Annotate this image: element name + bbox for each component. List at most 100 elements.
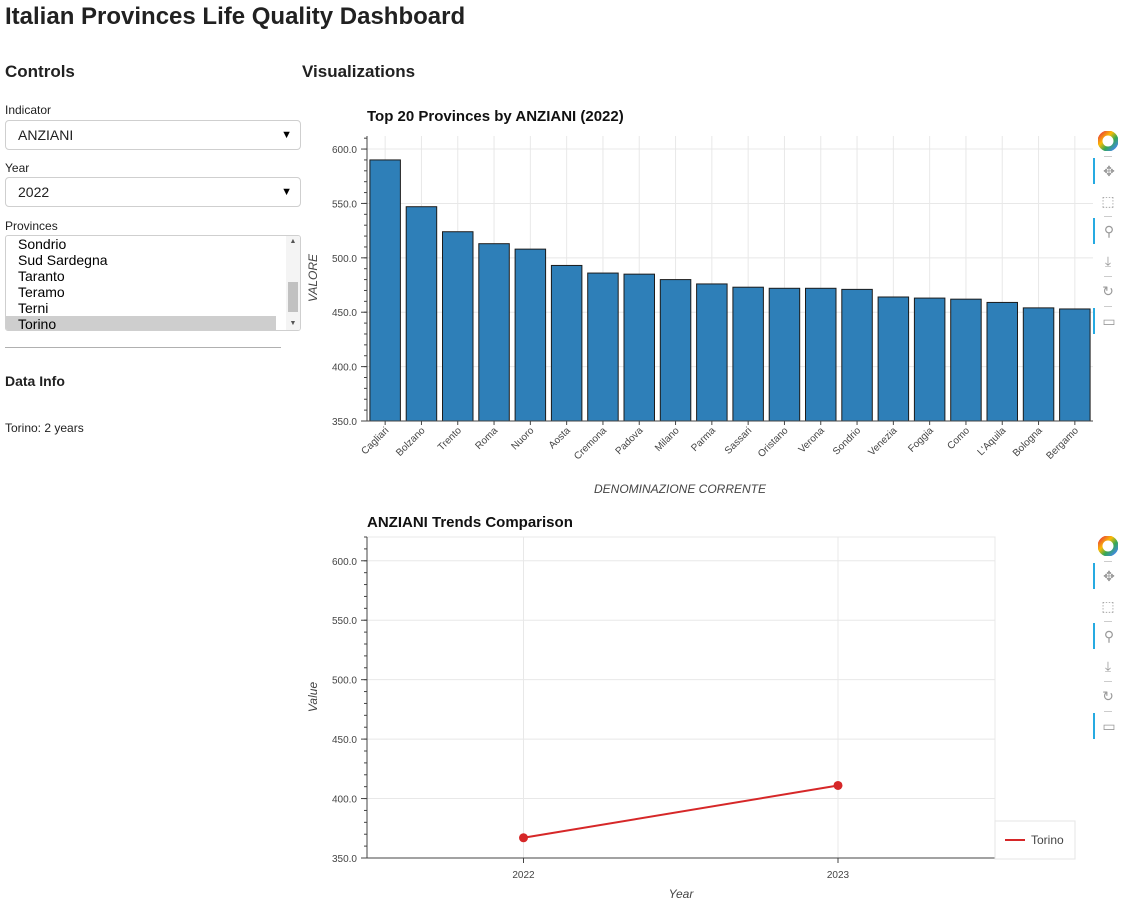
x-tick-label: Trento (436, 425, 464, 453)
plot-area (366, 536, 996, 859)
list-item[interactable]: Teramo (18, 284, 65, 300)
x-tick-label: Verona (797, 425, 827, 455)
bar[interactable] (659, 279, 692, 422)
bokeh-logo-icon[interactable] (1093, 128, 1123, 154)
line-chart[interactable]: Year Value 350.0 400.0 450.0 500.0 550.0 600.… (300, 534, 1090, 904)
x-tick-label: Bolzano (394, 425, 428, 459)
bar[interactable] (913, 297, 946, 422)
x-tick-label: 2022 (512, 870, 535, 881)
bar[interactable] (950, 298, 982, 422)
list-item-selected[interactable]: Torino (6, 316, 276, 330)
controls-heading: Controls (5, 62, 75, 81)
pan-icon[interactable]: ✥ (1093, 158, 1123, 184)
bar[interactable] (841, 288, 873, 422)
bar[interactable] (805, 287, 837, 422)
x-tick-label: Venezia (867, 425, 900, 458)
box-zoom-icon[interactable]: ⬚ (1101, 192, 1115, 209)
save-icon[interactable]: ⤓ (1104, 657, 1112, 674)
x-tick-label: Parma (689, 425, 718, 454)
y-tick-label: 550.0 (332, 199, 357, 210)
y-tick-label: 350.0 (332, 417, 357, 428)
x-tick-label: Padova (614, 425, 646, 457)
data-point[interactable] (519, 833, 528, 843)
x-tick-label: Milano (653, 425, 682, 454)
chevron-down-icon: ▼ (281, 186, 292, 198)
bar[interactable] (442, 231, 474, 422)
provinces-label: Provinces (5, 219, 58, 233)
bar[interactable] (768, 287, 801, 422)
y-tick-label: 350.0 (332, 854, 357, 865)
x-tick-label: L'Aquila (976, 425, 1009, 458)
data-info-text: Torino: 2 years (5, 421, 84, 435)
x-tick-label: Bologna (1011, 425, 1045, 459)
bar[interactable] (369, 159, 401, 422)
line-chart-xlabel: Year (669, 887, 695, 901)
bar[interactable] (405, 206, 438, 422)
y-tick-label: 450.0 (332, 308, 357, 319)
indicator-select[interactable]: ANZIANI ▼ (5, 120, 301, 150)
toolbar-separator (1104, 216, 1112, 217)
bar[interactable] (696, 283, 728, 422)
bokeh-logo-glyph (1098, 131, 1118, 151)
year-select[interactable]: 2022 ▼ (5, 177, 301, 207)
reset-icon[interactable]: ↻ (1102, 282, 1114, 299)
x-tick-label: 2023 (827, 870, 850, 881)
visualizations-heading: Visualizations (302, 62, 416, 81)
hover-icon[interactable]: ▭ (1093, 308, 1123, 334)
scroll-down-icon[interactable]: ▼ (289, 320, 297, 327)
box-zoom-icon[interactable]: ⬚ (1101, 597, 1115, 614)
pan-icon[interactable]: ✥ (1093, 563, 1123, 589)
list-item[interactable]: Sondrio (18, 236, 67, 252)
toolbar-separator (1104, 681, 1112, 682)
bar[interactable] (986, 301, 1018, 422)
x-tick-label: Cagliari (360, 425, 392, 457)
line-chart-toolbar: ✥ ⬚ ⚲ ⤓ ↻ ▭ (1093, 533, 1123, 748)
bar-chart[interactable]: DENOMINAZIONE CORRENTE VALORE 350.0 400.0… (300, 128, 1100, 500)
series-line (523, 784, 839, 839)
y-tick-label: 600.0 (332, 557, 357, 568)
list-item[interactable]: Terni (18, 300, 49, 316)
bar-chart-ylabel: VALORE (306, 253, 320, 302)
legend-label: Torino (1031, 833, 1064, 847)
save-icon[interactable]: ⤓ (1104, 252, 1112, 269)
y-tick-label: 500.0 (332, 254, 357, 265)
bokeh-logo-icon[interactable] (1093, 533, 1123, 559)
bar[interactable] (732, 286, 764, 422)
bar[interactable] (623, 273, 655, 422)
list-item[interactable]: Sud Sardegna (18, 252, 108, 268)
y-tick-label: 550.0 (332, 616, 357, 627)
scrollbar[interactable]: ▲ ▼ (286, 236, 300, 330)
x-tick-label: Nuoro (509, 425, 536, 452)
bar-chart-title: Top 20 Provinces by ANZIANI (2022) (367, 108, 624, 125)
bar[interactable] (478, 243, 510, 422)
year-label: Year (5, 161, 30, 175)
toolbar-separator (1104, 156, 1112, 157)
toolbar-separator (1104, 306, 1112, 307)
scroll-thumb[interactable] (288, 282, 298, 312)
toolbar-separator (1104, 711, 1112, 712)
y-tick-label: 400.0 (332, 363, 357, 374)
bar[interactable] (1022, 307, 1055, 422)
hover-icon[interactable]: ▭ (1093, 713, 1123, 739)
divider (5, 347, 281, 348)
bar[interactable] (587, 272, 619, 422)
bar-chart-toolbar: ✥ ⬚ ⚲ ⤓ ↻ ▭ (1093, 128, 1123, 343)
year-select-value: 2022 (18, 184, 50, 200)
bar[interactable] (1059, 308, 1091, 422)
toolbar-separator (1104, 276, 1112, 277)
line-chart-ylabel: Value (306, 682, 320, 713)
list-item[interactable]: Taranto (18, 268, 65, 284)
x-tick-label: Roma (474, 425, 501, 452)
bar[interactable] (514, 248, 547, 422)
scroll-up-icon[interactable]: ▲ (289, 238, 297, 245)
y-tick-label: 500.0 (332, 676, 357, 687)
wheel-zoom-icon[interactable]: ⚲ (1093, 218, 1123, 244)
data-point[interactable] (833, 780, 843, 790)
reset-icon[interactable]: ↻ (1102, 687, 1114, 704)
provinces-listbox[interactable]: Sondrio Sud Sardegna Taranto Teramo Tern… (5, 235, 301, 331)
bar[interactable] (550, 264, 583, 422)
wheel-zoom-icon[interactable]: ⚲ (1093, 623, 1123, 649)
bar[interactable] (877, 296, 910, 422)
line-chart-title: ANZIANI Trends Comparison (367, 514, 573, 531)
indicator-select-value: ANZIANI (18, 127, 74, 143)
